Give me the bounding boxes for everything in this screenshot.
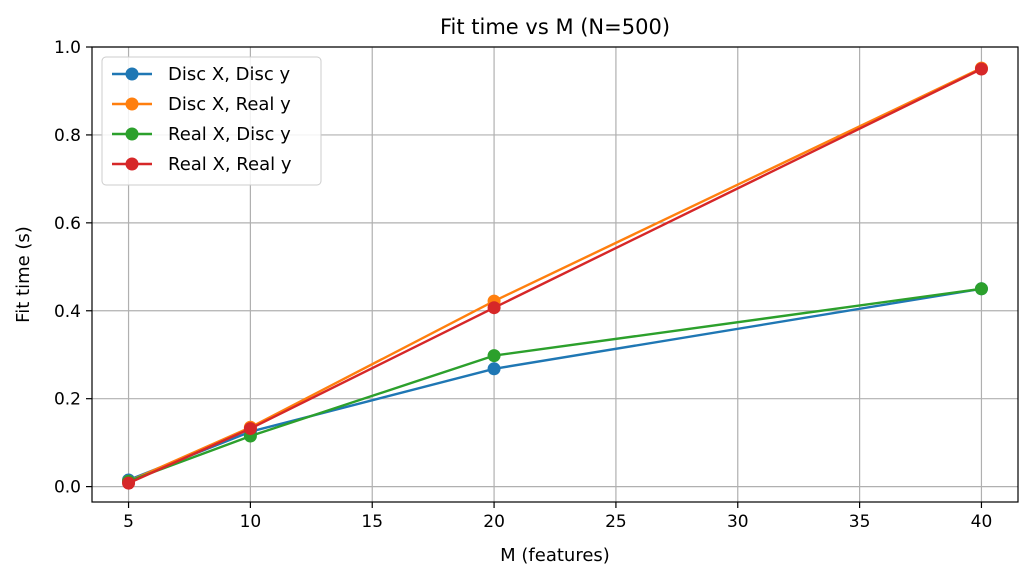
y-tick-label: 0.4 [54, 302, 81, 322]
y-tick-label: 0.6 [54, 214, 81, 234]
series-3 [122, 62, 988, 490]
y-tick-label: 1.0 [54, 38, 81, 58]
y-tick-label: 0.8 [54, 126, 81, 146]
legend-label: Real X, Real y [168, 154, 292, 175]
x-tick-label: 40 [971, 512, 993, 532]
y-axis-label: Fit time (s) [13, 226, 34, 323]
legend-item: Real X, Real y [112, 154, 292, 175]
legend-label: Real X, Disc y [168, 124, 291, 145]
data-point [243, 422, 257, 436]
legend: Disc X, Disc y Disc X, Real y Real X, Disc… [101, 56, 322, 186]
y-tick-label: 0.2 [54, 390, 81, 410]
x-tick-label: 10 [240, 512, 262, 532]
legend-marker [125, 67, 139, 81]
legend-item: Disc X, Disc y [112, 64, 290, 85]
data-point [974, 282, 988, 296]
series-layer [122, 61, 988, 490]
data-point [487, 349, 501, 363]
data-point [487, 362, 501, 376]
data-point [974, 62, 988, 76]
data-point [487, 301, 501, 315]
legend-marker [125, 127, 139, 141]
ticks: 5 10 15 20 25 30 35 40 0.0 0.2 0.4 0.6 0.8 1.0 [54, 38, 992, 532]
x-tick-label: 30 [727, 512, 749, 532]
data-point [122, 476, 136, 490]
x-tick-label: 25 [605, 512, 627, 532]
x-tick-label: 5 [123, 512, 134, 532]
legend-label: Disc X, Real y [168, 94, 291, 115]
plot-frame [91, 46, 1019, 503]
y-tick-label: 0.0 [54, 478, 81, 498]
series-line [128, 287, 982, 483]
x-tick-label: 15 [361, 512, 383, 532]
legend-item: Disc X, Real y [112, 94, 291, 115]
x-tick-label: 20 [483, 512, 505, 532]
legend-label: Disc X, Disc y [168, 64, 290, 85]
series-line [128, 67, 982, 483]
legend-marker [125, 97, 139, 111]
legend-marker [125, 157, 139, 171]
chart-title: Fit time vs M (N=500) [440, 15, 670, 39]
series-line [128, 67, 982, 485]
legend-item: Real X, Disc y [112, 124, 291, 145]
x-axis-label: M (features) [500, 545, 610, 566]
x-tick-label: 35 [849, 512, 871, 532]
legend-box [101, 56, 322, 186]
